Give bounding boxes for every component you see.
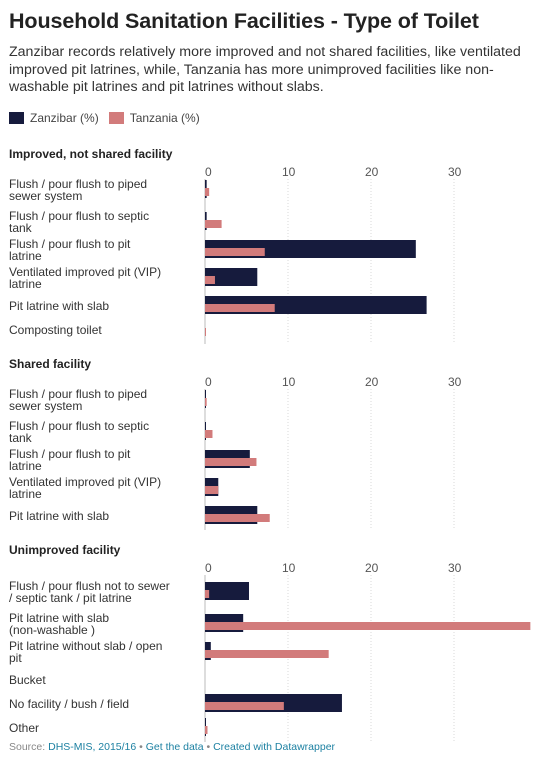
legend-label-tanzania: Tanzania (%) xyxy=(129,111,200,125)
category-label: Composting toilet xyxy=(9,323,102,337)
bar-tanzania xyxy=(205,188,210,196)
category-label: Flush / pour flush to septic xyxy=(9,419,149,433)
category-label: sewer system xyxy=(9,399,82,413)
category-label: Bucket xyxy=(9,673,46,687)
bar-tanzania xyxy=(205,514,270,522)
x-tick-label: 10 xyxy=(282,375,296,389)
bar-tanzania xyxy=(205,430,213,438)
legend-swatch-zanzibar xyxy=(9,112,24,124)
bar-tanzania xyxy=(205,458,257,466)
category-label: Other xyxy=(9,721,39,735)
category-label: (non-washable ) xyxy=(9,623,95,637)
category-label: Ventilated improved pit (VIP) xyxy=(9,475,161,489)
source-label: Source: xyxy=(9,741,49,753)
category-label: pit xyxy=(9,651,22,665)
category-label: Flush / pour flush to pit xyxy=(9,447,131,461)
category-label: Flush / pour flush to piped xyxy=(9,387,147,401)
category-label: latrine xyxy=(9,487,42,501)
category-label: Pit latrine with slab xyxy=(9,611,109,625)
bar-tanzania xyxy=(205,248,265,256)
category-label: Flush / pour flush to piped xyxy=(9,177,147,191)
chart-title: Household Sanitation Facilities - Type o… xyxy=(9,9,479,33)
legend: Zanzibar (%) Tanzania (%) xyxy=(9,111,210,125)
bar-tanzania xyxy=(205,726,208,734)
section-title: Unimproved facility xyxy=(9,543,121,557)
category-label: Pit latrine with slab xyxy=(9,509,109,523)
section-title: Shared facility xyxy=(9,357,91,371)
bar-tanzania xyxy=(205,398,207,406)
category-label: latrine xyxy=(9,459,42,473)
category-label: tank xyxy=(9,431,33,445)
category-label: Pit latrine with slab xyxy=(9,299,109,313)
bar-tanzania xyxy=(205,590,210,598)
x-tick-label: 30 xyxy=(448,375,462,389)
x-tick-label: 20 xyxy=(365,375,379,389)
footer-separator: • xyxy=(203,741,214,753)
get-data-link[interactable]: Get the data xyxy=(145,741,204,753)
x-tick-label: 30 xyxy=(448,165,462,179)
category-label: Flush / pour flush not to sewer xyxy=(9,579,170,593)
category-label: latrine xyxy=(9,277,42,291)
bar-tanzania xyxy=(205,304,275,312)
category-label: / septic tank / pit latrine xyxy=(9,591,132,605)
category-label: tank xyxy=(9,221,33,235)
bar-tanzania xyxy=(205,650,329,658)
section-title: Improved, not shared facility xyxy=(9,147,173,161)
footer-separator: • xyxy=(136,741,146,753)
x-tick-label: 20 xyxy=(365,165,379,179)
x-tick-label: 0 xyxy=(205,165,212,179)
bar-tanzania xyxy=(205,486,219,494)
category-label: latrine xyxy=(9,249,42,263)
bar-tanzania xyxy=(205,328,206,336)
source-link[interactable]: DHS-MIS, 2015/16 xyxy=(48,741,137,753)
category-label: Flush / pour flush to pit xyxy=(9,237,131,251)
x-tick-label: 0 xyxy=(205,561,212,575)
category-label: sewer system xyxy=(9,189,82,203)
chart-description: Zanzibar records relatively more improve… xyxy=(9,44,521,95)
bar-tanzania xyxy=(205,220,222,228)
legend-item-zanzibar: Zanzibar (%) xyxy=(9,111,99,125)
x-tick-label: 30 xyxy=(448,561,462,575)
legend-item-tanzania: Tanzania (%) xyxy=(108,111,200,125)
x-tick-label: 10 xyxy=(282,165,296,179)
legend-swatch-tanzania xyxy=(108,112,124,124)
category-label: Pit latrine without slab / open xyxy=(9,639,162,653)
x-tick-label: 0 xyxy=(205,375,212,389)
bar-tanzania xyxy=(205,702,284,710)
datawrapper-link[interactable]: Created with Datawrapper xyxy=(213,741,336,753)
legend-label-zanzibar: Zanzibar (%) xyxy=(30,111,99,125)
category-label: Flush / pour flush to septic xyxy=(9,209,149,223)
bar-tanzania xyxy=(205,276,215,284)
category-label: Ventilated improved pit (VIP) xyxy=(9,265,161,279)
category-label: No facility / bush / field xyxy=(9,697,129,711)
x-tick-label: 20 xyxy=(365,561,379,575)
bar-zanzibar xyxy=(205,582,249,600)
bar-tanzania xyxy=(205,622,531,630)
bar-zanzibar xyxy=(205,268,258,286)
x-tick-label: 10 xyxy=(282,561,296,575)
footer: Source: DHS-MIS, 2015/16 • Get the data … xyxy=(9,741,335,753)
